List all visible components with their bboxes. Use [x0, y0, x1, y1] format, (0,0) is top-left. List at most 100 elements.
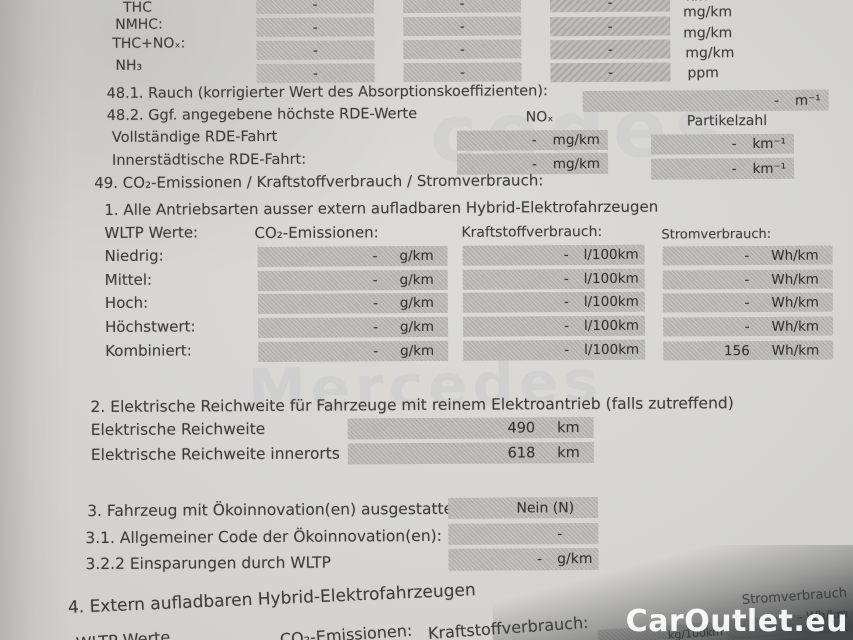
- value-box: 156 Wh/km: [663, 340, 834, 361]
- value: -: [557, 525, 563, 542]
- unit-label: km⁻¹: [752, 135, 786, 153]
- unit-label: Wh/km: [771, 318, 820, 335]
- value-box: -: [256, 63, 375, 84]
- value: -: [607, 41, 613, 58]
- unit-label: km: [557, 419, 580, 436]
- value: 490: [507, 419, 536, 437]
- unit-label: g/km: [400, 342, 435, 360]
- value-box: - Wh/km: [662, 292, 833, 313]
- value-box: - g/km: [257, 316, 449, 339]
- section-label: 48.2. Ggf. angegebene höchste RDE-Werte: [106, 106, 418, 124]
- unit-label: mg/km: [552, 131, 600, 149]
- value: -: [744, 271, 750, 288]
- field-label: Innerstädtische RDE-Fahrt:: [111, 151, 307, 169]
- value-box: 618 km: [347, 441, 594, 465]
- unit-label: g/km: [399, 271, 434, 289]
- field-label: Mittel:: [104, 270, 153, 289]
- unit-label: m⁻¹: [794, 92, 821, 109]
- field-label: Höchstwert:: [104, 317, 196, 336]
- value-box: - l/100km: [463, 339, 646, 361]
- value: -: [608, 64, 613, 81]
- value: -: [531, 155, 537, 172]
- section-title: 49. CO₂-Emissionen / Kraftstoffverbrauch…: [94, 171, 544, 193]
- value: -: [312, 19, 318, 36]
- value: 156: [723, 342, 750, 359]
- field-label: Niedrig:: [104, 246, 164, 265]
- value-box: - Wh/km: [662, 245, 833, 266]
- value-box: -: [550, 39, 671, 60]
- value: -: [744, 318, 750, 335]
- unit-label: mg/km: [685, 45, 735, 62]
- value-box: -: [550, 62, 671, 83]
- value-box: -: [403, 62, 522, 83]
- photo-credit-watermark: CarOutlet.eu: [625, 604, 848, 639]
- value: -: [563, 247, 569, 264]
- value-box: - km⁻¹: [650, 133, 794, 155]
- unit-label: l/100km: [583, 246, 639, 264]
- field-label: THC+NOₓ:: [112, 35, 186, 52]
- value-box: -: [550, 16, 671, 37]
- section-title: 2. Elektrische Reichweite für Fahrzeuge …: [90, 394, 734, 417]
- unit-label: l/100km: [583, 270, 639, 288]
- row-header: WLTP Werte:: [104, 223, 199, 242]
- value: -: [563, 271, 569, 288]
- section-title: 1. Alle Antriebsarten ausser extern aufl…: [104, 197, 659, 219]
- field-label: Elektrische Reichweite innerorts: [90, 444, 340, 465]
- value-box: -: [256, 17, 375, 38]
- unit-label: ppm: [687, 65, 719, 82]
- value-box: - l/100km: [462, 244, 645, 266]
- value-box: - g/km: [258, 340, 449, 363]
- value: -: [312, 42, 318, 59]
- value: -: [372, 295, 378, 312]
- unit-label: Wh/km: [771, 294, 819, 311]
- value-box: Nein (N): [448, 496, 599, 519]
- unit-label: mg/km: [683, 25, 733, 42]
- field-label: Hoch:: [104, 293, 149, 312]
- value: -: [531, 132, 537, 149]
- field-label: 3.1. Allgemeiner Code der Ökoinnovation(…: [85, 526, 442, 548]
- field-label: Vollständige RDE-Fahrt: [111, 128, 278, 146]
- value: -: [460, 64, 465, 81]
- value: -: [744, 294, 750, 311]
- unit-label: Wh/km: [771, 271, 819, 288]
- field-label: 3.2.2 Einsparungen durch WLTP: [85, 553, 332, 574]
- field-label: NMHC:: [115, 16, 163, 33]
- unit-label: km: [557, 444, 580, 461]
- value-box: - Wh/km: [662, 316, 834, 337]
- value: 618: [507, 444, 536, 462]
- value: -: [373, 343, 379, 360]
- value: -: [731, 136, 737, 153]
- value-box: -: [550, 0, 671, 13]
- value-box: -: [403, 39, 522, 60]
- column-header: Stromverbrauch:: [661, 226, 772, 243]
- value-box: - Wh/km: [662, 269, 833, 290]
- field-label: NH₃: [115, 57, 143, 74]
- value: -: [563, 294, 569, 311]
- unit-label: g/km: [399, 247, 434, 265]
- unit-label: Wh/km: [771, 342, 820, 359]
- value-box: -: [256, 40, 375, 61]
- column-header: NOₓ: [525, 109, 554, 126]
- value: -: [372, 272, 378, 289]
- value-box: 490 km: [347, 416, 594, 440]
- unit-label: mg/km: [552, 155, 601, 172]
- value: -: [313, 65, 318, 82]
- value: -: [731, 160, 737, 177]
- section-label: 48.1. Rauch (korrigierter Wert des Absor…: [106, 83, 548, 102]
- unit-label: mg/km: [683, 4, 733, 21]
- field-label: 3. Fahrzeug mit Ökoinnovation(en) ausges…: [87, 499, 465, 521]
- column-header: CO₂-Emissionen:: [254, 223, 379, 243]
- corner-shadow: [493, 545, 853, 640]
- value-box: - l/100km: [462, 268, 645, 290]
- value: -: [774, 92, 780, 109]
- unit-label: l/100km: [583, 293, 639, 311]
- column-header: Partikelzahl: [686, 112, 768, 130]
- field-label: Elektrische Reichweite: [90, 419, 266, 440]
- value: -: [459, 41, 465, 58]
- unit-label: Wh/km: [771, 247, 819, 264]
- column-header: Kraftstoffverbrauch:: [461, 223, 603, 241]
- value-box: - g/km: [257, 269, 448, 292]
- value: Nein (N): [516, 499, 575, 516]
- value-box: -: [256, 0, 375, 15]
